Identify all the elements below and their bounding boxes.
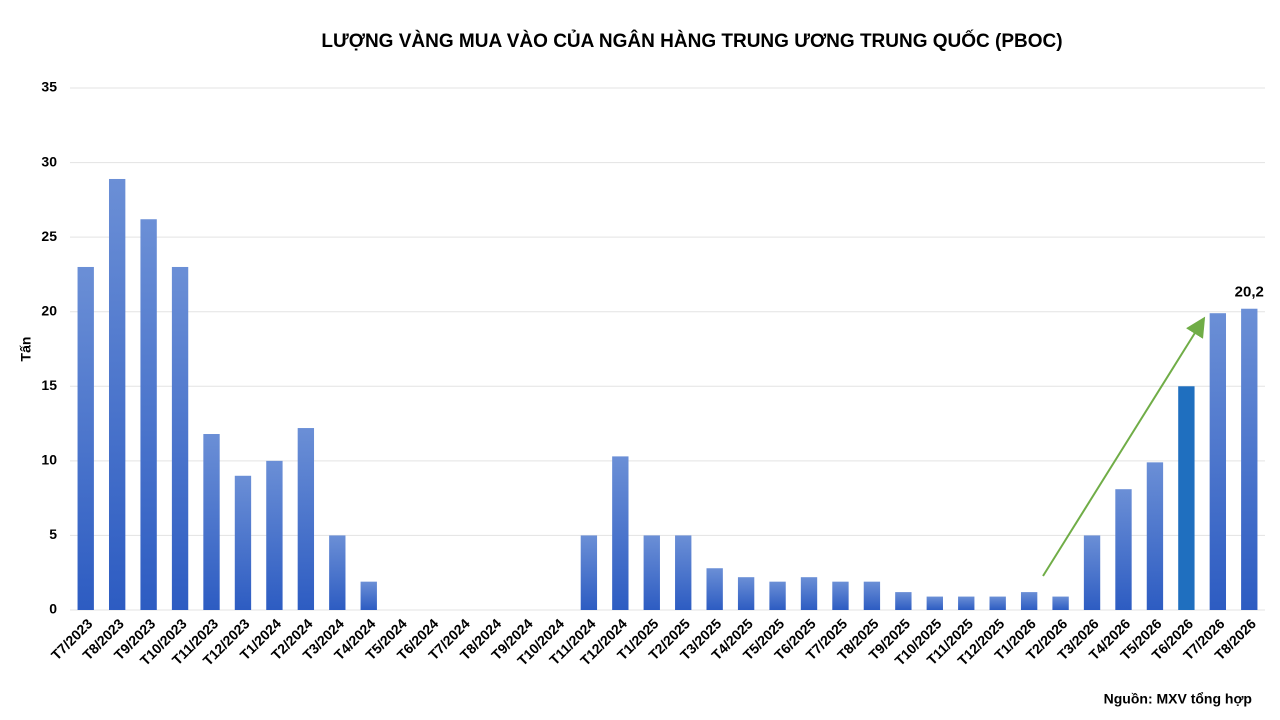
chart-title: LƯỢNG VÀNG MUA VÀO CỦA NGÂN HÀNG TRUNG Ư… — [321, 30, 1062, 52]
bar — [958, 596, 975, 610]
bar — [926, 596, 943, 610]
bar — [360, 581, 377, 610]
bar — [1115, 489, 1132, 610]
bar — [1178, 386, 1195, 610]
bar — [1020, 592, 1038, 610]
bar — [1241, 308, 1258, 610]
bar — [769, 581, 786, 610]
bar — [203, 434, 220, 610]
bar — [612, 456, 629, 610]
source: Nguồn: MXV tổng hợp — [1104, 691, 1252, 707]
bar — [832, 581, 849, 610]
bar — [77, 266, 94, 610]
bar — [329, 535, 346, 610]
bar — [1146, 462, 1164, 610]
bar — [1052, 596, 1069, 610]
bar — [643, 535, 660, 610]
y-tick-label: 25 — [41, 228, 57, 244]
bar — [675, 535, 692, 610]
bar — [108, 178, 126, 610]
bar — [140, 219, 157, 610]
y-tick-label: 5 — [49, 526, 57, 542]
y-tick-label: 20 — [41, 302, 57, 318]
value-label: 20,2 — [1235, 284, 1264, 301]
plot: 05101520253035T7/2023T8/2023T9/2023T10/2… — [41, 79, 1265, 669]
y-tick-label: 10 — [41, 452, 57, 468]
bar — [580, 535, 598, 610]
bar — [863, 581, 881, 610]
bar — [1209, 313, 1227, 610]
bar — [989, 596, 1006, 610]
bar — [737, 577, 755, 610]
bar — [297, 428, 315, 610]
bar — [234, 475, 252, 610]
y-tick-label: 30 — [41, 153, 57, 169]
bar — [1083, 535, 1101, 610]
y-tick-label: 0 — [49, 601, 57, 617]
y-tick-label: 35 — [41, 79, 57, 95]
trend-arrow — [1042, 316, 1206, 577]
y-axis-label: Tấn — [18, 337, 34, 362]
bar — [706, 568, 723, 610]
bar — [266, 460, 283, 610]
bar — [171, 266, 189, 610]
bar — [800, 577, 818, 610]
y-tick-label: 15 — [41, 377, 57, 393]
bar — [895, 592, 912, 610]
